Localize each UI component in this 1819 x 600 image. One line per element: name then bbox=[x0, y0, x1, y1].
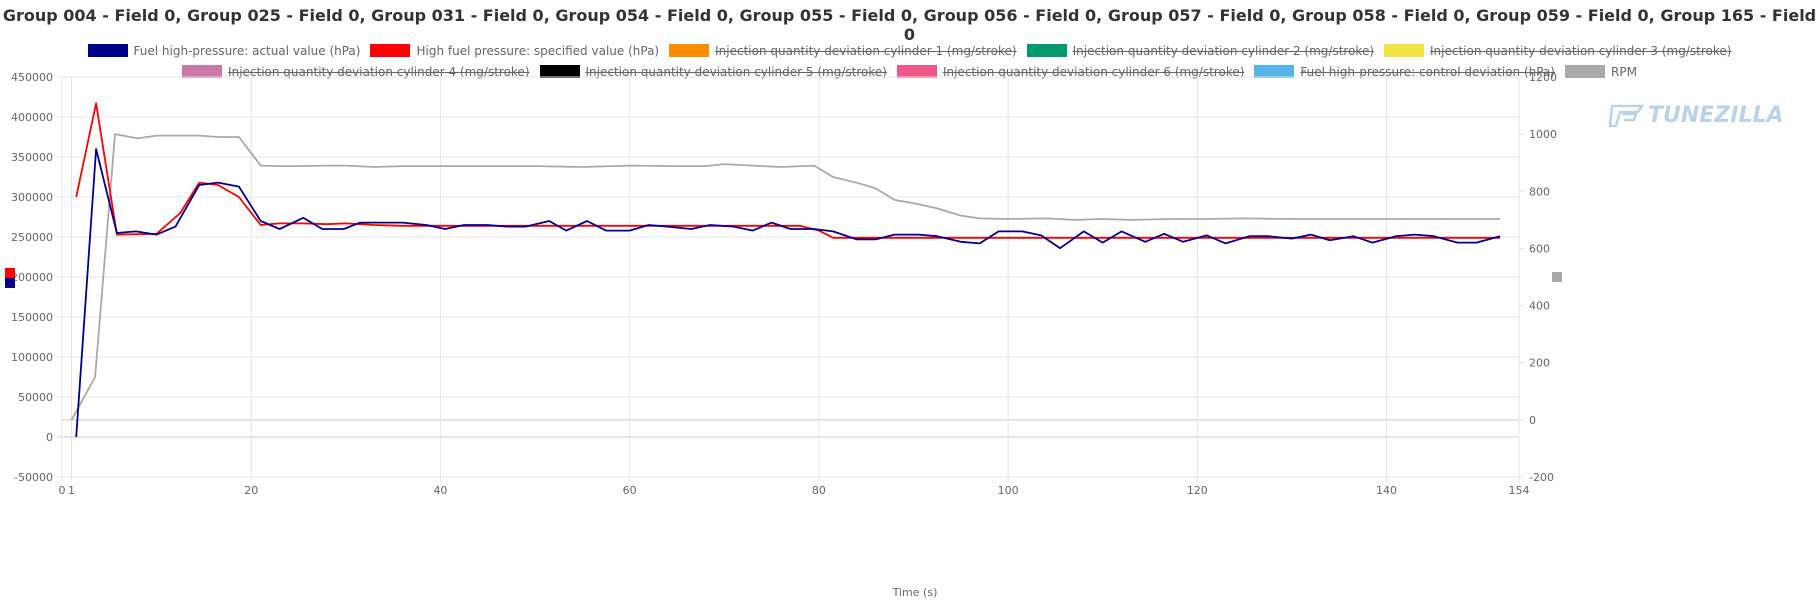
series-line bbox=[75, 102, 1501, 239]
legend-row: Injection quantity deviation cylinder 4 … bbox=[0, 61, 1819, 82]
y-left-axis-marker bbox=[5, 268, 15, 278]
legend-label: Fuel high-pressure: actual value (hPa) bbox=[133, 43, 361, 58]
legend-label: Injection quantity deviation cylinder 1 … bbox=[715, 43, 1017, 58]
y-left-tick-label: 250000 bbox=[11, 231, 53, 244]
tunezilla-logo-icon bbox=[1608, 104, 1644, 128]
legend-label: RPM bbox=[1611, 64, 1637, 79]
x-tick-label: 154 bbox=[1509, 484, 1530, 497]
legend-label: Injection quantity deviation cylinder 6 … bbox=[942, 64, 1245, 79]
legend-item[interactable]: High fuel pressure: specified value (hPa… bbox=[370, 44, 659, 58]
legend-row: Fuel high-pressure: actual value (hPa) Hi… bbox=[0, 40, 1819, 61]
series-line bbox=[70, 133, 1501, 421]
grid bbox=[57, 76, 1524, 482]
y-left-tick-label: 350000 bbox=[11, 151, 53, 164]
x-tick-label: 80 bbox=[812, 484, 826, 497]
x-tick-label: 20 bbox=[244, 484, 258, 497]
legend-swatch bbox=[1254, 65, 1295, 78]
y-left-tick-label: -50000 bbox=[14, 471, 53, 484]
legend-label: Injection quantity deviation cylinder 2 … bbox=[1072, 43, 1375, 58]
legend-swatch bbox=[539, 65, 580, 78]
axis-markers bbox=[5, 268, 1562, 288]
legend-swatch bbox=[87, 44, 128, 57]
y-right-tick-label: 800 bbox=[1529, 185, 1550, 198]
legend-swatch bbox=[1384, 44, 1425, 57]
y-left-tick-label: 150000 bbox=[11, 311, 53, 324]
legend-swatch bbox=[896, 65, 937, 78]
y-left-tick-label: 400000 bbox=[11, 111, 53, 124]
legend-swatch bbox=[1565, 65, 1605, 78]
legend-item[interactable]: Injection quantity deviation cylinder 3 … bbox=[1384, 44, 1731, 58]
legend-swatch bbox=[669, 44, 710, 57]
legend-item[interactable]: RPM bbox=[1565, 65, 1637, 79]
tunezilla-watermark: TUNEZILLA bbox=[1608, 100, 1784, 130]
y-left-tick-label: 100000 bbox=[11, 351, 53, 364]
legend-label: Fuel high-pressure: control deviation (h… bbox=[1300, 64, 1555, 79]
legend-item[interactable]: Injection quantity deviation cylinder 5 … bbox=[539, 64, 887, 79]
legend-item[interactable]: Fuel high-pressure: actual value (hPa) bbox=[87, 43, 361, 58]
y-right-tick-label: 0 bbox=[1529, 414, 1536, 427]
legend-label: Injection quantity deviation cylinder 3 … bbox=[1430, 43, 1732, 58]
legend-label: Injection quantity deviation cylinder 5 … bbox=[585, 64, 887, 79]
y-left-tick-label: 50000 bbox=[18, 391, 53, 404]
legend-item[interactable]: Injection quantity deviation cylinder 4 … bbox=[182, 64, 530, 79]
x-tick-label: 0 bbox=[59, 484, 66, 497]
x-tick-label: 60 bbox=[623, 484, 637, 497]
y-left-tick-label: 300000 bbox=[11, 191, 53, 204]
y-left-tick-label: 0 bbox=[46, 431, 53, 444]
x-tick-label: 120 bbox=[1187, 484, 1208, 497]
y-right-tick-label: 400 bbox=[1529, 300, 1550, 313]
y-right-tick-label: 1000 bbox=[1529, 128, 1557, 141]
chart-title: Group 004 - Field 0, Group 025 - Field 0… bbox=[2, 6, 1817, 44]
series-line bbox=[75, 148, 1501, 438]
watermark-text: TUNEZILLA bbox=[1648, 102, 1784, 128]
y-right-axis-marker bbox=[1552, 272, 1562, 282]
x-tick-label: 140 bbox=[1376, 484, 1397, 497]
y-left-axis-marker bbox=[5, 278, 15, 288]
legend-item[interactable]: Injection quantity deviation cylinder 1 … bbox=[669, 43, 1017, 58]
legend: Fuel high-pressure: actual value (hPa) Hi… bbox=[0, 40, 1819, 82]
series-layer bbox=[70, 102, 1501, 438]
legend-swatch bbox=[370, 44, 411, 57]
legend-label: Injection quantity deviation cylinder 4 … bbox=[228, 64, 530, 79]
y-right-tick-label: 200 bbox=[1529, 357, 1550, 370]
y-left-tick-label: 450000 bbox=[11, 71, 53, 84]
y-right-tick-label: 600 bbox=[1529, 242, 1550, 255]
legend-swatch bbox=[182, 65, 223, 78]
legend-item[interactable]: Injection quantity deviation cylinder 6 … bbox=[896, 64, 1245, 79]
axes: -500000500001000001500002000002500003000… bbox=[11, 71, 1557, 497]
x-axis-title: Time (s) bbox=[892, 586, 938, 599]
y-right-tick-label: -200 bbox=[1529, 471, 1554, 484]
legend-item[interactable]: Injection quantity deviation cylinder 2 … bbox=[1026, 43, 1375, 58]
legend-item[interactable]: Fuel high-pressure: control deviation (h… bbox=[1254, 65, 1555, 79]
legend-swatch bbox=[1026, 44, 1067, 57]
legend-label: High fuel pressure: specified value (hPa… bbox=[416, 43, 660, 58]
x-tick-label: 100 bbox=[998, 484, 1019, 497]
y-left-tick-label: 200000 bbox=[11, 271, 53, 284]
x-tick-label: 40 bbox=[433, 484, 447, 497]
x-tick-label: 1 bbox=[68, 484, 75, 497]
y-right-tick-label: 1200 bbox=[1529, 71, 1557, 84]
